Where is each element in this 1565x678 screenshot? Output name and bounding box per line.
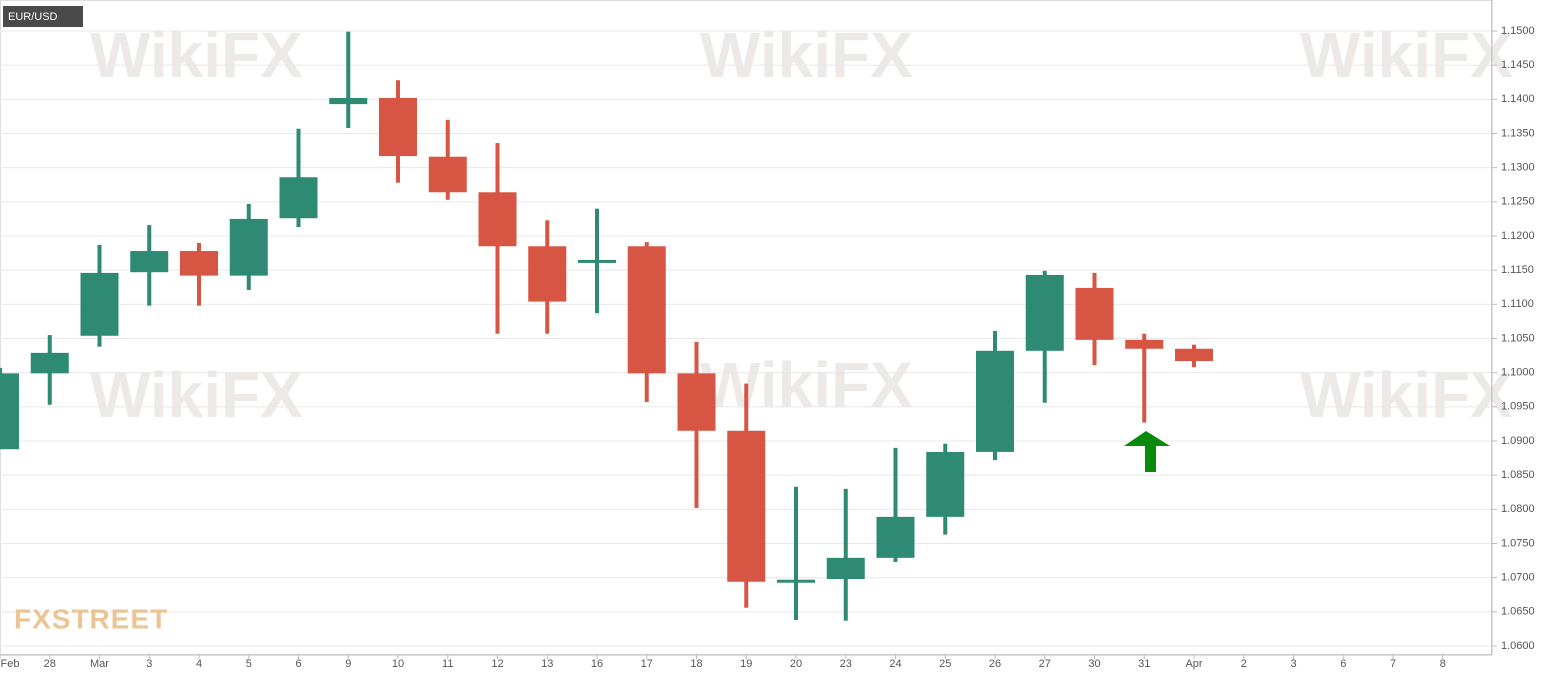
y-tick-label: 1.1200 bbox=[1501, 230, 1535, 242]
x-tick-label: 7 bbox=[1390, 658, 1396, 670]
y-tick-label: 1.1000 bbox=[1501, 367, 1535, 379]
watermark: WikiFX bbox=[1300, 359, 1513, 431]
y-tick-label: 1.0650 bbox=[1501, 606, 1535, 618]
x-tick-label: 6 bbox=[295, 658, 301, 670]
watermark: WikiFX bbox=[90, 19, 303, 91]
x-tick-label: 19 bbox=[740, 658, 752, 670]
x-tick-label: 18 bbox=[690, 658, 702, 670]
x-tick-label: 9 bbox=[345, 658, 351, 670]
candle-body bbox=[727, 430, 766, 582]
candle-body bbox=[777, 579, 815, 583]
y-tick-label: 1.0950 bbox=[1501, 401, 1535, 413]
y-tick-label: 1.1400 bbox=[1501, 93, 1535, 105]
y-tick-label: 1.1250 bbox=[1501, 196, 1535, 208]
x-tick-label: 23 bbox=[840, 658, 852, 670]
y-tick-label: 1.1500 bbox=[1501, 25, 1535, 37]
candle-body bbox=[229, 218, 268, 276]
candle-wick bbox=[346, 31, 351, 129]
candle-body bbox=[428, 156, 467, 193]
y-tick-label: 1.0900 bbox=[1501, 435, 1535, 447]
x-tick-label: Feb bbox=[1, 658, 20, 670]
x-tick-label: 12 bbox=[491, 658, 503, 670]
y-tick-label: 1.1350 bbox=[1501, 127, 1535, 139]
x-tick-label: 3 bbox=[146, 658, 152, 670]
x-tick-label: 4 bbox=[196, 658, 202, 670]
y-tick-label: 1.1450 bbox=[1501, 59, 1535, 71]
y-tick-label: 1.1150 bbox=[1501, 264, 1534, 276]
x-tick-label: 5 bbox=[246, 658, 252, 670]
y-tick-label: 1.0700 bbox=[1501, 572, 1535, 584]
chart-title: EUR/USD bbox=[8, 11, 58, 23]
x-tick-label: 11 bbox=[442, 658, 453, 670]
x-tick-label: 2 bbox=[1241, 658, 1247, 670]
candle-body bbox=[677, 373, 716, 431]
candle-body bbox=[627, 246, 666, 374]
x-tick-label: 16 bbox=[591, 658, 603, 670]
x-tick-label: 28 bbox=[44, 658, 56, 670]
candle-wick bbox=[1142, 333, 1147, 423]
candle-body bbox=[180, 251, 218, 276]
candles bbox=[0, 31, 1213, 621]
x-tick-label: 26 bbox=[989, 658, 1001, 670]
watermark: WikiFX bbox=[90, 359, 303, 431]
x-tick-label: 27 bbox=[1039, 658, 1051, 670]
x-tick-label: 30 bbox=[1088, 658, 1100, 670]
candle-body bbox=[1125, 339, 1164, 349]
candle-body bbox=[578, 259, 616, 263]
logo: FXSTREET bbox=[14, 603, 168, 634]
x-tick-label: 24 bbox=[889, 658, 901, 670]
candle-body bbox=[528, 246, 567, 302]
candle-body bbox=[876, 516, 915, 558]
title-box bbox=[3, 6, 83, 27]
y-tick-label: 1.0800 bbox=[1501, 503, 1535, 515]
x-tick-label: Apr bbox=[1185, 658, 1202, 670]
x-tick-label: 13 bbox=[541, 658, 553, 670]
candle-wick bbox=[794, 486, 798, 621]
x-tick-label: 3 bbox=[1290, 658, 1296, 670]
candle-body bbox=[279, 177, 318, 219]
y-tick-label: 1.0850 bbox=[1501, 469, 1535, 481]
x-tick-label: 17 bbox=[641, 658, 653, 670]
x-tick-label: 20 bbox=[790, 658, 802, 670]
candle-wick bbox=[893, 447, 898, 562]
y-tick-label: 1.1100 bbox=[1501, 298, 1534, 310]
y-tick-label: 1.0750 bbox=[1501, 537, 1535, 549]
candle-body bbox=[826, 557, 865, 580]
y-tick-label: 1.0600 bbox=[1501, 640, 1535, 652]
watermark: WikiFX bbox=[700, 19, 913, 91]
candle-body bbox=[80, 272, 119, 336]
candle-body bbox=[0, 373, 19, 450]
candle-body bbox=[1025, 274, 1064, 351]
candle-body bbox=[329, 97, 368, 105]
candle-body bbox=[976, 350, 1014, 452]
watermarks: WikiFX WikiFX WikiFX WikiFX WikiFX WikiFX bbox=[90, 19, 1513, 431]
y-tick-label: 1.1300 bbox=[1501, 162, 1535, 174]
x-tick-label: 31 bbox=[1138, 658, 1150, 670]
x-tick-label: Mar bbox=[90, 658, 109, 670]
candle-wick bbox=[843, 488, 848, 621]
x-tick-label: 10 bbox=[392, 658, 404, 670]
arrow-annotation bbox=[1124, 431, 1170, 472]
x-tick-label: 25 bbox=[939, 658, 951, 670]
candle-body bbox=[1175, 348, 1213, 362]
candle-body bbox=[478, 192, 517, 247]
x-tick-label: 8 bbox=[1440, 658, 1446, 670]
x-tick-label: 6 bbox=[1340, 658, 1346, 670]
candle-body bbox=[1075, 287, 1114, 340]
y-tick-label: 1.1050 bbox=[1501, 332, 1535, 344]
candle-body bbox=[130, 251, 169, 273]
candle-body bbox=[30, 352, 69, 374]
watermark: WikiFX bbox=[1300, 19, 1513, 91]
candle-body bbox=[379, 97, 417, 157]
watermark: WikiFX bbox=[700, 349, 913, 421]
candle-body bbox=[926, 451, 965, 517]
